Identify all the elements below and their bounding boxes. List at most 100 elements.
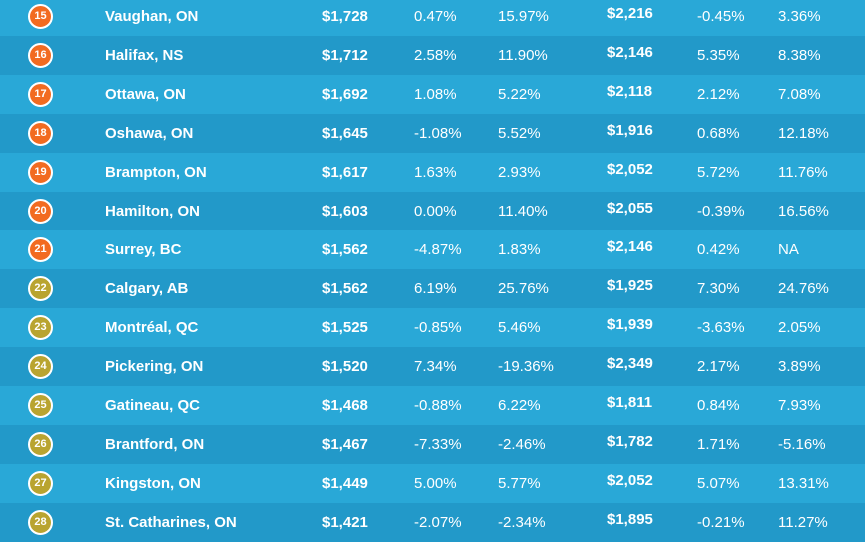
table-row: 23 Montréal, QC $1,525 -0.85% 5.46% $1,939 -3.… xyxy=(0,308,865,348)
table-row: 27 Kingston, ON $1,449 5.00% 5.77% $2,052 5.07… xyxy=(0,463,865,503)
change-yearly-2br: 7.93% xyxy=(778,397,821,414)
change-monthly-2br: -0.39% xyxy=(697,202,745,220)
rank-badge: 21 xyxy=(28,237,53,263)
rent-2br: $2,052 xyxy=(607,160,653,178)
change-yearly-2br: 11.27% xyxy=(778,513,828,531)
change-monthly-1br: 1.63% xyxy=(414,163,457,181)
change-yearly-2br: -5.16% xyxy=(778,435,826,453)
rent-2br: $1,939 xyxy=(607,316,653,334)
rent-1br: $1,562 xyxy=(322,241,368,259)
change-yearly-2br: 2.05% xyxy=(778,319,821,337)
rank-badge: 28 xyxy=(28,509,53,535)
rank-badge: 17 xyxy=(28,81,53,107)
rank-badge: 15 xyxy=(28,4,53,29)
city: Pickering, ON xyxy=(105,358,204,376)
change-yearly-1br: 15.97% xyxy=(498,8,549,25)
change-monthly-1br: -2.07% xyxy=(414,513,462,531)
change-yearly-2br: 24.76% xyxy=(778,280,829,298)
rent-1br: $1,467 xyxy=(322,435,368,453)
rent-1br: $1,468 xyxy=(322,397,368,414)
table-row: 18 Oshawa, ON $1,645 -1.08% 5.52% $1,916 0.68%… xyxy=(0,113,865,153)
change-monthly-2br: 2.17% xyxy=(697,358,740,376)
change-monthly-2br: 1.71% xyxy=(697,435,740,453)
change-monthly-1br: 0.00% xyxy=(414,202,457,220)
rent-1br: $1,692 xyxy=(322,85,368,103)
rent-1br: $1,449 xyxy=(322,474,368,492)
city: Brantford, ON xyxy=(105,435,205,453)
change-monthly-2br: -0.21% xyxy=(697,513,745,531)
change-monthly-2br: 5.07% xyxy=(697,474,740,492)
rank-badge: 20 xyxy=(28,198,53,224)
change-monthly-1br: -0.85% xyxy=(414,319,462,337)
rank-badge: 24 xyxy=(28,354,53,380)
change-monthly-2br: 5.72% xyxy=(697,163,740,181)
rent-1br: $1,421 xyxy=(322,513,368,531)
city: Vaughan, ON xyxy=(105,8,199,25)
rent-2br: $2,118 xyxy=(607,82,653,100)
rent-1br: $1,525 xyxy=(322,319,368,337)
change-monthly-1br: 0.47% xyxy=(414,8,457,25)
change-yearly-1br: -2.46% xyxy=(498,435,546,453)
rank-badge: 23 xyxy=(28,315,53,341)
rent-2br: $1,895 xyxy=(607,510,653,528)
change-yearly-1br: 25.76% xyxy=(498,280,549,298)
rank-badge: 25 xyxy=(28,393,53,418)
change-monthly-2br: 0.42% xyxy=(697,241,740,259)
rank-badge: 18 xyxy=(28,120,53,146)
city: Kingston, ON xyxy=(105,474,201,492)
change-monthly-1br: -4.87% xyxy=(414,241,462,259)
rent-1br: $1,645 xyxy=(322,124,368,142)
change-monthly-1br: 5.00% xyxy=(414,474,457,492)
change-monthly-1br: -7.33% xyxy=(414,435,462,453)
table-row: 28 St. Catharines, ON $1,421 -2.07% -2.34% $1… xyxy=(0,502,865,542)
rent-1br: $1,728 xyxy=(322,8,368,25)
rent-2br: $1,811 xyxy=(607,394,653,411)
rent-2br: $2,146 xyxy=(607,238,653,256)
change-monthly-2br: 2.12% xyxy=(697,85,740,103)
rent-1br: $1,562 xyxy=(322,280,368,298)
change-monthly-2br: 5.35% xyxy=(697,46,740,64)
rent-1br: $1,712 xyxy=(322,46,368,64)
rank-badge: 22 xyxy=(28,276,53,302)
rent-1br: $1,603 xyxy=(322,202,368,220)
city: St. Catharines, ON xyxy=(105,513,237,531)
change-yearly-2br: 12.18% xyxy=(778,124,829,142)
change-yearly-1br: 11.40% xyxy=(498,202,548,220)
change-yearly-1br: 5.52% xyxy=(498,124,541,142)
table-row: 19 Brampton, ON $1,617 1.63% 2.93% $2,052 5.72… xyxy=(0,152,865,192)
change-monthly-1br: -1.08% xyxy=(414,124,462,142)
change-yearly-2br: 3.36% xyxy=(778,8,821,25)
change-monthly-1br: 7.34% xyxy=(414,358,457,376)
change-monthly-2br: -3.63% xyxy=(697,319,745,337)
table-row: 16 Halifax, NS $1,712 2.58% 11.90% $2,146 5.35… xyxy=(0,35,865,75)
table-row: 21 Surrey, BC $1,562 -4.87% 1.83% $2,146 0.42%… xyxy=(0,230,865,270)
table-row: 26 Brantford, ON $1,467 -7.33% -2.46% $1,782 1… xyxy=(0,424,865,464)
city: Brampton, ON xyxy=(105,163,207,181)
table-row: 17 Ottawa, ON $1,692 1.08% 5.22% $2,118 2.12% 7… xyxy=(0,74,865,114)
rent-2br: $1,782 xyxy=(607,432,653,450)
rent-2br: $2,055 xyxy=(607,199,653,217)
change-yearly-2br: 8.38% xyxy=(778,46,821,64)
change-yearly-2br: 16.56% xyxy=(778,202,829,220)
change-yearly-1br: -2.34% xyxy=(498,513,546,531)
table-row: 20 Hamilton, ON $1,603 0.00% 11.40% $2,055 -0.… xyxy=(0,191,865,231)
change-yearly-2br: 13.31% xyxy=(778,474,829,492)
change-monthly-1br: -0.88% xyxy=(414,397,462,414)
rent-2br: $1,925 xyxy=(607,277,653,295)
city: Oshawa, ON xyxy=(105,124,194,142)
city: Hamilton, ON xyxy=(105,202,201,220)
change-yearly-1br: 1.83% xyxy=(498,241,541,259)
rank-badge: 16 xyxy=(28,42,53,68)
change-yearly-2br: NA xyxy=(778,241,799,259)
rent-2br: $2,146 xyxy=(607,43,653,61)
change-yearly-1br: 5.46% xyxy=(498,319,541,337)
change-monthly-2br: -0.45% xyxy=(697,8,745,25)
change-yearly-2br: 3.89% xyxy=(778,358,821,376)
rent-1br: $1,520 xyxy=(322,358,368,376)
rent-2br: $2,052 xyxy=(607,471,653,489)
change-yearly-1br: -19.36% xyxy=(498,358,554,376)
city: Halifax, NS xyxy=(105,46,184,64)
city: Gatineau, QC xyxy=(105,397,201,414)
change-yearly-2br: 11.76% xyxy=(778,163,828,181)
